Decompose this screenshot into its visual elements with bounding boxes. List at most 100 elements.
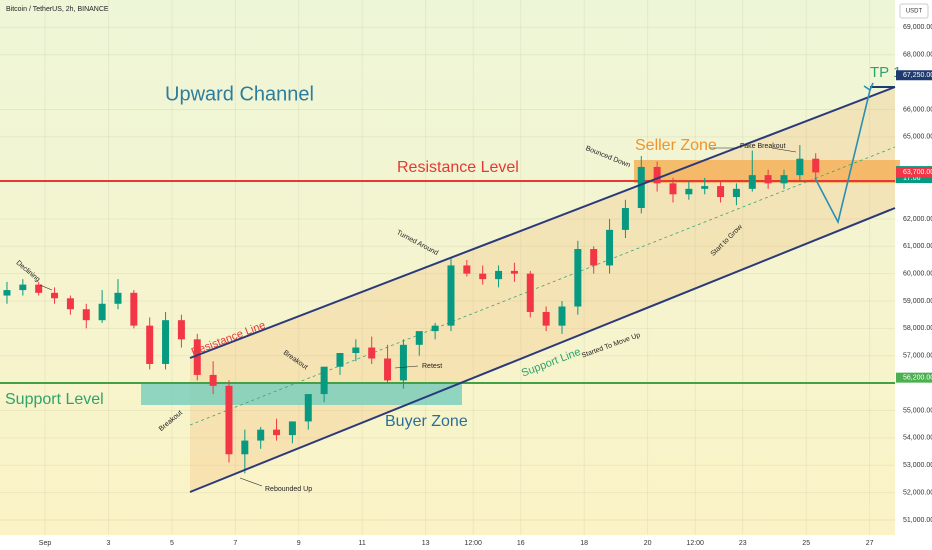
support-line	[189, 207, 896, 493]
y-tick-label: 66,000.00	[903, 106, 932, 113]
x-tick-label: Sep	[39, 540, 52, 547]
x-tick-label: 5	[170, 540, 174, 547]
candle-body	[780, 175, 788, 184]
y-tick-label: 55,000.00	[903, 407, 932, 414]
candle-body	[177, 320, 185, 340]
x-tick-label: 7	[233, 540, 237, 547]
y-tick-label: 51,000.00	[903, 517, 932, 524]
candle-body	[320, 366, 328, 395]
y-tick-label: 59,000.00	[903, 298, 932, 305]
x-tick-label: 25	[802, 540, 810, 547]
buyer-zone	[141, 383, 462, 405]
resistance-line	[189, 86, 896, 359]
y-tick-label: 53,000.00	[903, 462, 932, 469]
candle-body	[685, 188, 693, 195]
x-tick-label: 16	[517, 540, 525, 547]
x-tick-label: 13	[422, 540, 430, 547]
seller-zone	[634, 160, 900, 183]
candle-body	[257, 429, 265, 441]
price-badge-label: 63,700.00	[903, 169, 932, 176]
candle-body	[812, 158, 820, 173]
candle-body	[241, 440, 249, 455]
y-tick-label: 58,000.00	[903, 325, 932, 332]
candle-body	[399, 344, 407, 381]
candle-body	[748, 175, 756, 189]
y-tick-label: 61,000.00	[903, 243, 932, 250]
candle-body	[288, 421, 296, 436]
candle-body	[669, 183, 677, 195]
candles	[3, 145, 820, 474]
candle-body	[19, 284, 27, 291]
y-tick-label: 60,000.00	[903, 271, 932, 278]
price-badge-label: 56,200.00	[903, 374, 932, 381]
candle-body	[431, 325, 439, 332]
note-arrow	[39, 284, 53, 291]
candle-body	[51, 292, 59, 299]
projection-arrow	[863, 82, 874, 92]
candle-body	[574, 249, 582, 307]
price-badge	[896, 70, 932, 81]
candle-body	[447, 265, 455, 326]
note-arrow	[394, 365, 419, 369]
candle-body	[352, 347, 360, 354]
y-tick-label: 65,000.00	[903, 134, 932, 141]
x-tick-label: 3	[107, 540, 111, 547]
y-tick-label: 69,000.00	[903, 24, 932, 31]
candle-body	[701, 186, 709, 189]
x-tick-label: 20	[644, 540, 652, 547]
candle-body	[273, 429, 281, 436]
annotation: Resistance Level	[397, 159, 519, 176]
candle-body	[146, 325, 154, 364]
candle-body	[463, 265, 471, 274]
price-axis	[895, 0, 932, 550]
candle-body	[495, 270, 503, 280]
x-tick-label: 27	[866, 540, 874, 547]
candle-body	[732, 188, 740, 198]
candle-body	[653, 166, 661, 184]
annotation: Seller Zone	[635, 137, 717, 154]
y-tick-label: 57,000.00	[903, 353, 932, 360]
annotation: Rebounded Up	[265, 486, 312, 493]
candle-body	[368, 347, 376, 359]
candle-body	[590, 249, 598, 266]
annotation: TP 1	[870, 64, 901, 81]
candle-body	[621, 207, 629, 230]
candle-body	[82, 309, 90, 321]
candle-body	[162, 320, 170, 364]
x-tick-label: 12:00	[464, 540, 482, 547]
candle-body	[130, 292, 138, 326]
candle-body	[542, 311, 550, 326]
candle-body	[98, 303, 106, 321]
x-tick-label: 9	[297, 540, 301, 547]
price-badge-label: 67,250.00	[903, 72, 932, 79]
candle-body	[304, 394, 312, 422]
annotation: Support Level	[5, 391, 104, 408]
candle-body	[209, 374, 217, 386]
candle-body	[415, 331, 423, 345]
candle-body	[336, 353, 344, 367]
y-tick-label: 62,000.00	[903, 216, 932, 223]
note-arrow	[771, 147, 797, 153]
annotation: Fake Breakout	[740, 143, 786, 150]
candle-body	[66, 298, 74, 310]
candle-body	[606, 229, 614, 266]
candle-body	[796, 158, 804, 176]
candle-body	[526, 273, 534, 312]
header: Bitcoin / TetherUS, 2h, BINANCE	[6, 6, 109, 13]
candle-body	[558, 306, 566, 326]
y-tick-label: 52,000.00	[903, 489, 932, 496]
candle-body	[637, 166, 645, 208]
currency-box	[899, 3, 929, 19]
y-tick-label: 68,000.00	[903, 52, 932, 59]
candle-body	[35, 284, 43, 293]
x-tick-label: 11	[359, 540, 366, 547]
annotation: Upward Channel	[165, 83, 314, 105]
candle-body	[479, 273, 487, 280]
price-badge	[896, 372, 932, 383]
annotation: Buyer Zone	[385, 413, 468, 430]
x-tick-label: 23	[739, 540, 747, 547]
candle-body	[764, 175, 772, 184]
channel-midline	[189, 146, 896, 426]
candle-body	[193, 339, 201, 375]
